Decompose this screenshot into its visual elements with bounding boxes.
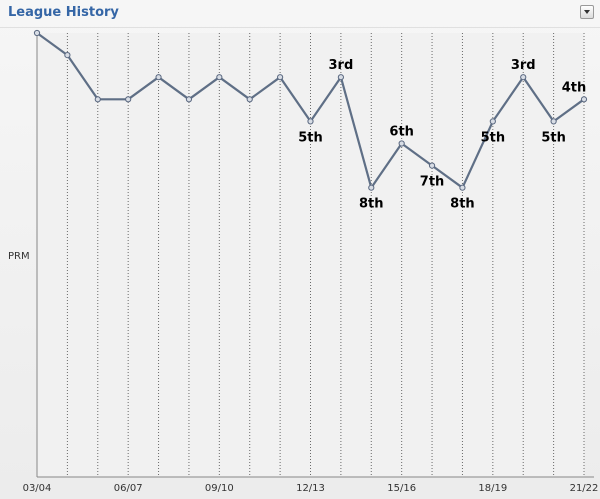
data-point [33, 29, 41, 37]
data-point [64, 52, 71, 59]
x-tick-label: 18/19 [478, 483, 507, 494]
data-label: 5th [541, 130, 566, 145]
data-point [398, 140, 405, 147]
chevron-down-icon [584, 10, 590, 14]
data-label: 3rd [329, 58, 354, 73]
data-label: 7th [420, 175, 445, 190]
data-point [246, 96, 253, 103]
data-point [550, 118, 557, 125]
data-point [155, 74, 162, 81]
data-point [520, 74, 527, 81]
data-point [125, 96, 132, 103]
y-axis-label: PRM [8, 251, 30, 262]
data-label: 3rd [511, 58, 536, 73]
dropdown-arrow-icon[interactable] [580, 5, 594, 19]
x-tick-label: 15/16 [387, 483, 416, 494]
data-point [337, 74, 344, 81]
data-label: 4th [562, 80, 587, 95]
data-label: 5th [298, 130, 323, 145]
x-tick-label: 21/22 [570, 483, 599, 494]
x-tick-label: 09/10 [205, 483, 234, 494]
x-tick-label: 06/07 [114, 483, 143, 494]
data-point [277, 74, 284, 81]
data-point [307, 118, 314, 125]
data-point [368, 184, 375, 191]
panel-title: League History [8, 5, 119, 20]
data-label: 6th [389, 125, 414, 140]
data-point [185, 96, 193, 103]
data-label: 5th [481, 130, 506, 145]
x-tick-label: 12/13 [296, 483, 325, 494]
data-label: 8th [450, 197, 475, 212]
data-label: 8th [359, 197, 384, 212]
data-point [489, 118, 496, 125]
data-point [216, 74, 223, 81]
data-point [94, 96, 101, 103]
panel-header: League History [0, 0, 600, 28]
data-point [580, 96, 588, 103]
x-tick-label: 03/04 [23, 483, 52, 494]
data-point [428, 162, 436, 169]
data-point [459, 184, 466, 191]
